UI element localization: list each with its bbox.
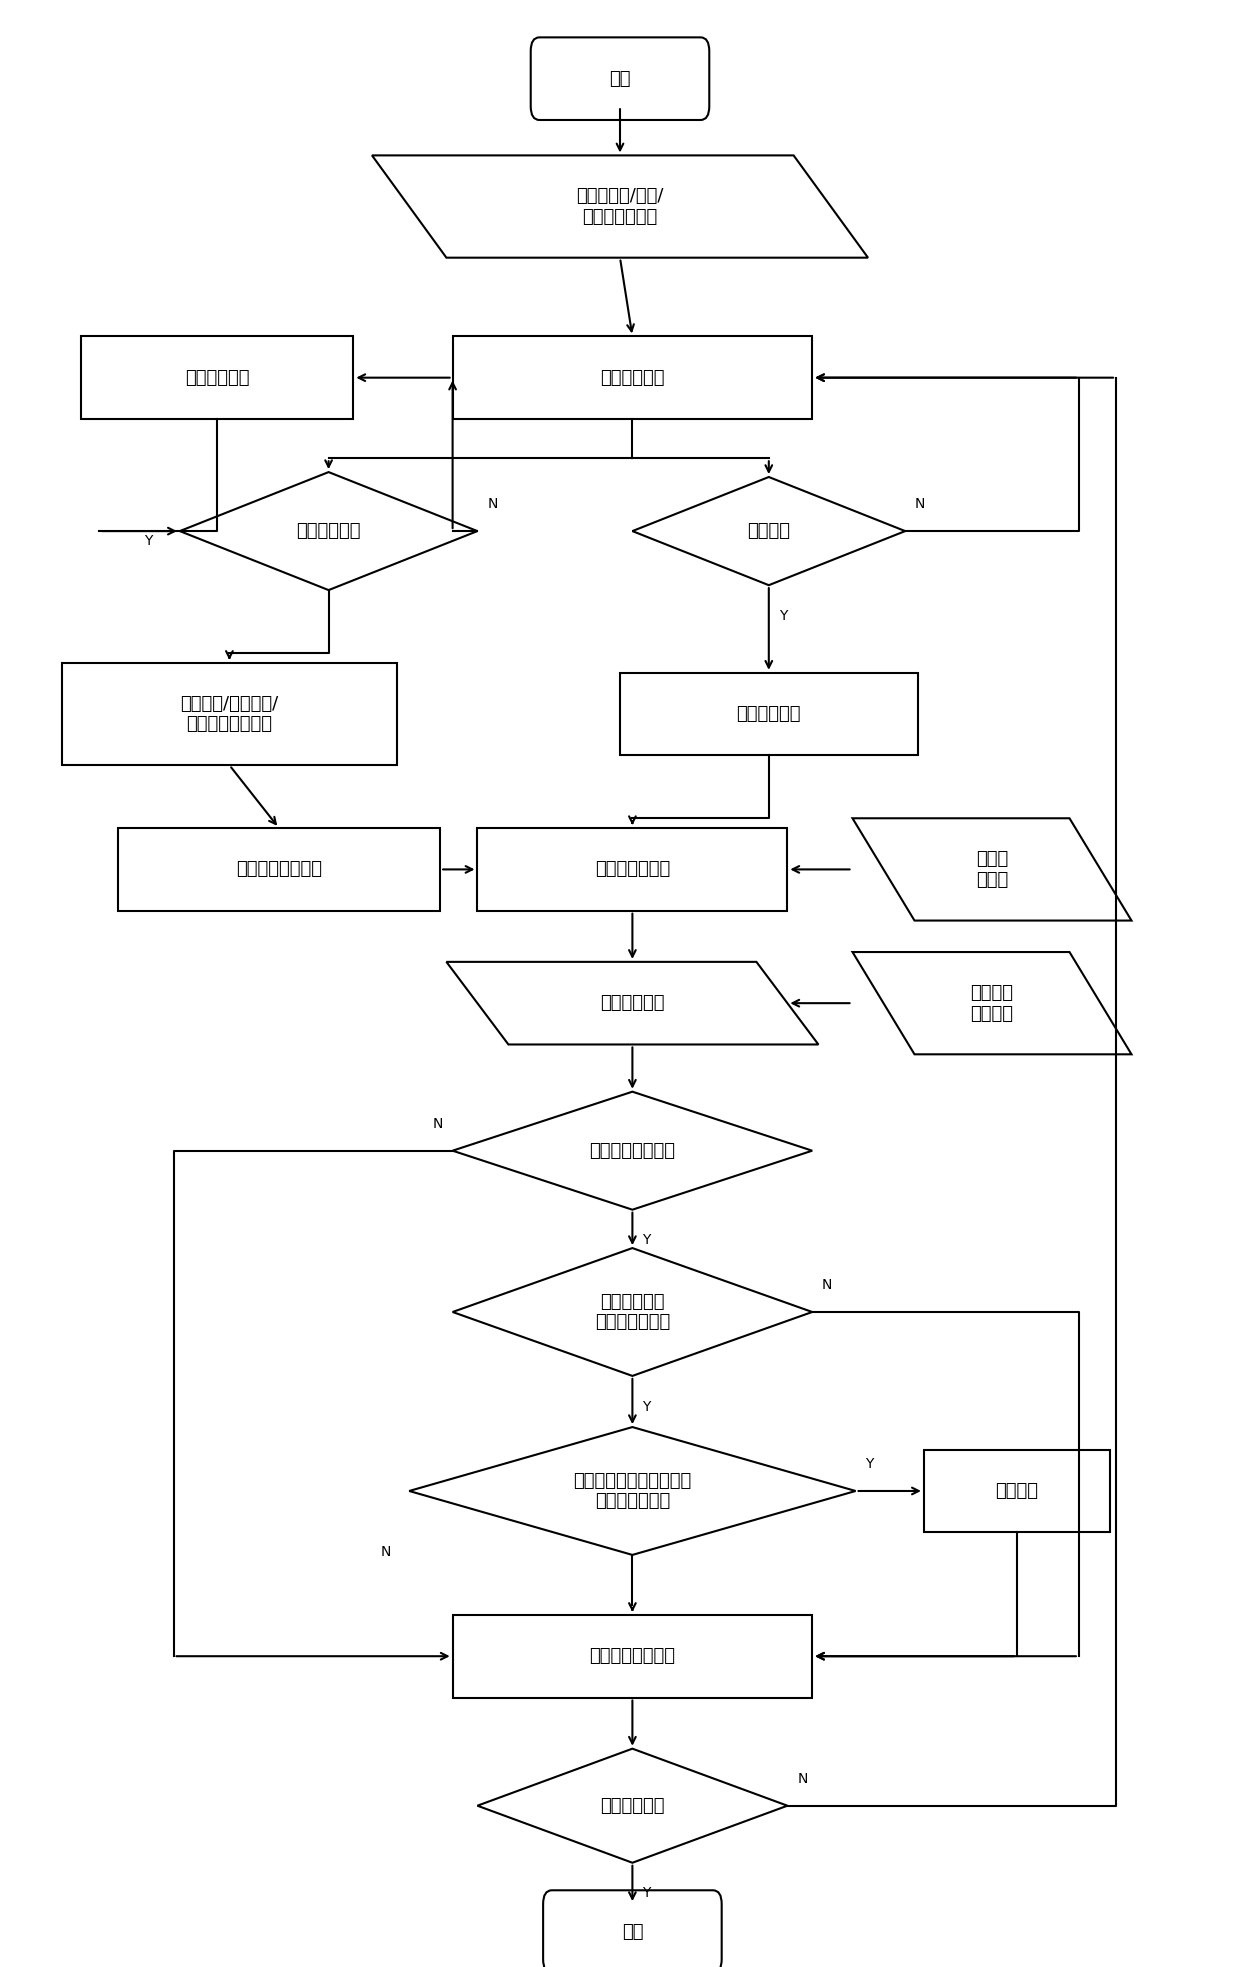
Polygon shape — [446, 962, 818, 1044]
Text: N: N — [822, 1279, 832, 1292]
Text: 分配附加制动力矩: 分配附加制动力矩 — [236, 860, 322, 879]
Text: Y: Y — [642, 1401, 651, 1414]
Text: 是否进行再生制动: 是否进行再生制动 — [589, 1141, 676, 1161]
Text: 估计当前
电池状态: 估计当前 电池状态 — [971, 984, 1013, 1023]
Text: 制动强度计算: 制动强度计算 — [737, 704, 801, 724]
Text: 液压制动: 液压制动 — [996, 1481, 1038, 1501]
Text: 获取方向盘/档位/
制动踏板等信号: 获取方向盘/档位/ 制动踏板等信号 — [577, 187, 663, 226]
Text: Y: Y — [866, 1458, 874, 1471]
Polygon shape — [453, 1247, 812, 1377]
Text: 是否结束制动: 是否结束制动 — [600, 1796, 665, 1816]
Text: Y: Y — [144, 533, 153, 549]
Text: 侧翻预警/轨道偏离/
横摆失稳程度判定: 侧翻预警/轨道偏离/ 横摆失稳程度判定 — [180, 694, 279, 734]
Bar — [118, 828, 440, 911]
Text: N: N — [433, 1117, 443, 1131]
Polygon shape — [180, 472, 477, 590]
Text: 电子机械式制动是否失效
或制动力矩不足: 电子机械式制动是否失效 或制动力矩不足 — [573, 1471, 692, 1511]
Bar — [620, 673, 918, 755]
Text: Y: Y — [642, 1886, 651, 1900]
Text: N: N — [487, 498, 497, 511]
FancyBboxPatch shape — [531, 37, 709, 120]
Bar — [924, 1450, 1110, 1532]
Text: 电机是否故障
或制动力矩不足: 电机是否故障 或制动力矩不足 — [595, 1292, 670, 1332]
Polygon shape — [453, 1092, 812, 1210]
Bar — [81, 336, 353, 419]
Text: 识别驾驶意图: 识别驾驶意图 — [600, 368, 665, 387]
Text: N: N — [381, 1546, 391, 1560]
Text: 判断制动模式: 判断制动模式 — [600, 993, 665, 1013]
Polygon shape — [632, 478, 905, 586]
Text: 开始: 开始 — [609, 69, 631, 89]
Bar — [62, 663, 397, 765]
Polygon shape — [477, 1749, 787, 1863]
Text: Y: Y — [642, 1233, 651, 1247]
Text: N: N — [915, 498, 925, 511]
Polygon shape — [853, 818, 1131, 921]
Text: 名义状态计算: 名义状态计算 — [185, 368, 249, 387]
Text: 结束: 结束 — [621, 1922, 644, 1941]
Text: 识别路
面条件: 识别路 面条件 — [976, 850, 1008, 889]
FancyBboxPatch shape — [543, 1890, 722, 1967]
Polygon shape — [409, 1428, 856, 1554]
Text: 车辆运动状态改变: 车辆运动状态改变 — [589, 1646, 676, 1666]
Bar — [453, 336, 812, 419]
Text: 是否濒临失稳: 是否濒临失稳 — [296, 521, 361, 541]
Polygon shape — [372, 155, 868, 258]
Text: N: N — [797, 1772, 807, 1786]
Text: 是否减速: 是否减速 — [748, 521, 790, 541]
Bar — [453, 1615, 812, 1698]
Polygon shape — [853, 952, 1131, 1054]
Text: 分配总制动力矩: 分配总制动力矩 — [595, 860, 670, 879]
Text: Y: Y — [779, 610, 787, 624]
Bar — [477, 828, 787, 911]
